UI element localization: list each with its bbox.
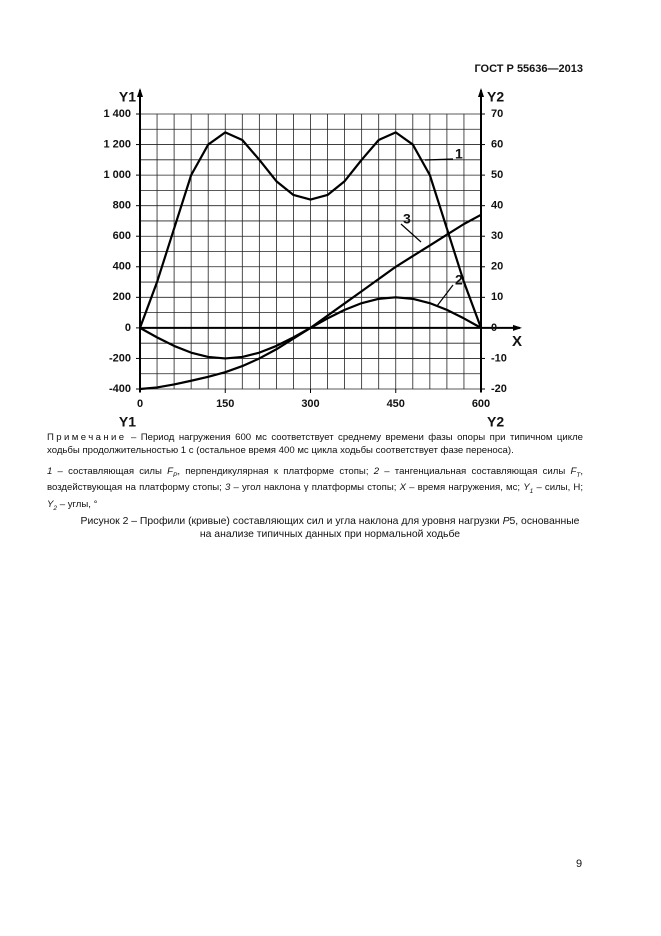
y-tick-label: 400 bbox=[113, 261, 131, 273]
symbol: F bbox=[570, 466, 577, 477]
leader-line bbox=[424, 158, 454, 161]
y-tick-label: 800 bbox=[113, 200, 131, 212]
y-tick-label: 0 bbox=[125, 322, 131, 334]
symbol: F bbox=[167, 466, 173, 477]
y-tick-label: 200 bbox=[113, 291, 131, 303]
caption-text: Рисунок 2 – Профили (кривые) составляющи… bbox=[80, 516, 503, 527]
x-tick-label: 450 bbox=[387, 398, 405, 410]
arrow bbox=[137, 88, 143, 97]
y2-axis-label: Y2 bbox=[487, 89, 504, 105]
series-label: 1 bbox=[455, 146, 463, 162]
arrow bbox=[513, 324, 522, 331]
subscript: 1 bbox=[529, 488, 534, 496]
subscript: P bbox=[172, 471, 178, 479]
subscript: 2 bbox=[53, 504, 58, 512]
y2-tick-label: 60 bbox=[491, 138, 503, 150]
x-tick-label: 600 bbox=[472, 398, 490, 410]
y-axis-label: Y1 bbox=[119, 89, 136, 105]
legend-text: – силы, Н; bbox=[533, 482, 583, 494]
legend-symbol: FT bbox=[570, 466, 581, 479]
series-label: 2 bbox=[455, 272, 463, 288]
leader-line bbox=[400, 223, 422, 243]
x-tick-label: 300 bbox=[301, 398, 319, 410]
y2-tick-label: 50 bbox=[491, 169, 503, 181]
header-code: ГОСТ Р 55636—2013 bbox=[474, 63, 583, 75]
y2-tick-label: -10 bbox=[491, 352, 507, 364]
note-text: – Период нагружения 600 мс соответствует… bbox=[47, 432, 583, 456]
subscript: T bbox=[576, 471, 581, 479]
y-tick-label: 1 000 bbox=[103, 169, 131, 181]
symbol: Y bbox=[523, 482, 530, 494]
legend-text: – угол наклона γ платформы стопы; bbox=[230, 482, 400, 494]
y-tick-label: -200 bbox=[109, 352, 131, 364]
y2-tick-label: 70 bbox=[491, 108, 503, 120]
legend-text: – тангенциальная составляющая силы bbox=[379, 466, 571, 477]
legend-num: 2 bbox=[373, 466, 380, 477]
leader-line bbox=[436, 284, 454, 307]
legend-text: – углы, ° bbox=[57, 498, 98, 510]
y-axis-label: Y1 bbox=[119, 414, 136, 430]
caption: Рисунок 2 – Профили (кривые) составляющи… bbox=[75, 515, 585, 541]
legend-symbol: Y2 bbox=[47, 498, 58, 512]
y2-tick-label: 0 bbox=[491, 322, 497, 334]
symbol: Y bbox=[47, 498, 54, 510]
note-label: Примечание bbox=[47, 432, 127, 443]
symbol: X bbox=[399, 482, 406, 494]
y2-tick-label: 30 bbox=[491, 230, 503, 242]
symbol: P bbox=[502, 516, 510, 527]
x-tick-label: 150 bbox=[216, 398, 234, 410]
note: Примечание – Период нагружения 600 мс со… bbox=[47, 432, 583, 457]
legend-text: – время нагружения, мс; bbox=[405, 482, 524, 494]
page-number: 9 bbox=[576, 858, 583, 870]
y-tick-label: 600 bbox=[113, 230, 131, 242]
caption-text: 5, основанные на анализе типичных данных… bbox=[199, 516, 580, 540]
y2-tick-label: -20 bbox=[491, 383, 507, 395]
series-line bbox=[138, 131, 483, 329]
legend: 1 – составляющая силы FP, перпендикулярн… bbox=[47, 466, 583, 515]
y2-tick-label: 10 bbox=[491, 291, 503, 303]
legend-num: 1 bbox=[47, 466, 53, 477]
legend-num: 3 bbox=[225, 482, 231, 494]
legend-text: , перпендикулярная к платформе стопы; bbox=[177, 466, 374, 477]
y2-tick-label: 40 bbox=[491, 200, 503, 212]
y-tick-label: 1 400 bbox=[103, 108, 131, 120]
series-line bbox=[139, 213, 482, 391]
legend-text: , воздействующая на платформу стопы; bbox=[47, 466, 583, 494]
y-tick-label: 1 200 bbox=[103, 138, 131, 150]
legend-text: – составляющая силы bbox=[52, 466, 168, 477]
series-label: 3 bbox=[403, 211, 411, 227]
arrow bbox=[478, 88, 484, 97]
x-tick-label: 0 bbox=[137, 398, 143, 410]
y2-tick-label: 20 bbox=[491, 261, 503, 273]
y2-axis-label: Y2 bbox=[487, 414, 504, 430]
y-tick-label: -400 bbox=[109, 383, 131, 395]
x-axis-label: X bbox=[512, 333, 522, 350]
legend-symbol: FP bbox=[167, 466, 178, 479]
legend-symbol: Y1 bbox=[523, 482, 534, 496]
